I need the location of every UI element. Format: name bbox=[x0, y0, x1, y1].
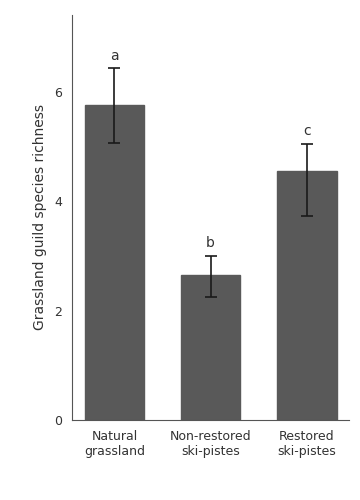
Text: b: b bbox=[206, 236, 215, 250]
Bar bbox=[85, 106, 144, 420]
Y-axis label: Grassland guild species richness: Grassland guild species richness bbox=[33, 104, 47, 330]
Bar bbox=[181, 275, 240, 420]
Text: a: a bbox=[110, 48, 119, 62]
Text: c: c bbox=[303, 124, 311, 138]
Bar bbox=[277, 171, 337, 420]
